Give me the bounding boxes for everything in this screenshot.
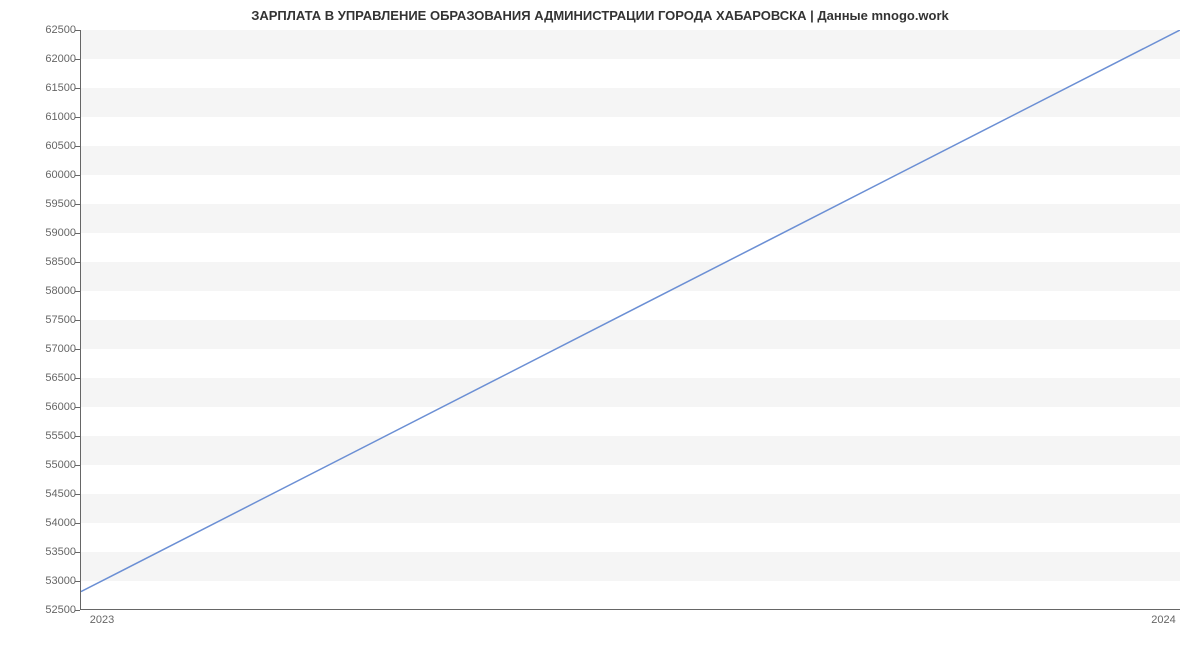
- y-tick-mark: [75, 30, 80, 31]
- y-tick-mark: [75, 262, 80, 263]
- grid-band: [81, 30, 1180, 59]
- y-tick-mark: [75, 117, 80, 118]
- y-tick-label: 59500: [16, 198, 76, 210]
- y-tick-mark: [75, 436, 80, 437]
- y-tick-label: 59000: [16, 227, 76, 239]
- y-tick-label: 57500: [16, 314, 76, 326]
- grid-band: [81, 262, 1180, 291]
- y-tick-label: 54000: [16, 517, 76, 529]
- y-tick-mark: [75, 552, 80, 553]
- y-tick-label: 62000: [16, 53, 76, 65]
- y-tick-label: 58500: [16, 256, 76, 268]
- grid-band: [81, 378, 1180, 407]
- y-tick-label: 60000: [16, 169, 76, 181]
- y-tick-label: 52500: [16, 604, 76, 616]
- x-tick-label: 2024: [1151, 614, 1175, 626]
- y-tick-label: 53500: [16, 546, 76, 558]
- y-tick-mark: [75, 610, 80, 611]
- y-tick-mark: [75, 88, 80, 89]
- y-tick-mark: [75, 581, 80, 582]
- y-tick-mark: [75, 378, 80, 379]
- grid-band: [81, 88, 1180, 117]
- y-tick-mark: [75, 349, 80, 350]
- y-tick-label: 61000: [16, 111, 76, 123]
- y-tick-mark: [75, 59, 80, 60]
- y-tick-label: 55500: [16, 430, 76, 442]
- grid-band: [81, 204, 1180, 233]
- y-tick-mark: [75, 291, 80, 292]
- y-tick-mark: [75, 204, 80, 205]
- y-tick-label: 56000: [16, 401, 76, 413]
- y-tick-label: 55000: [16, 459, 76, 471]
- y-tick-label: 62500: [16, 24, 76, 36]
- salary-line-chart: ЗАРПЛАТА В УПРАВЛЕНИЕ ОБРАЗОВАНИЯ АДМИНИ…: [0, 0, 1200, 650]
- grid-band: [81, 146, 1180, 175]
- y-tick-label: 58000: [16, 285, 76, 297]
- grid-band: [81, 552, 1180, 581]
- plot-area: [80, 30, 1180, 610]
- y-tick-label: 57000: [16, 343, 76, 355]
- x-tick-label: 2023: [90, 614, 114, 626]
- y-tick-label: 56500: [16, 372, 76, 384]
- grid-band: [81, 494, 1180, 523]
- y-tick-mark: [75, 407, 80, 408]
- y-tick-mark: [75, 175, 80, 176]
- y-tick-mark: [75, 465, 80, 466]
- grid-band: [81, 320, 1180, 349]
- y-tick-label: 53000: [16, 575, 76, 587]
- y-tick-label: 54500: [16, 488, 76, 500]
- y-tick-label: 60500: [16, 140, 76, 152]
- y-tick-mark: [75, 523, 80, 524]
- chart-title: ЗАРПЛАТА В УПРАВЛЕНИЕ ОБРАЗОВАНИЯ АДМИНИ…: [0, 8, 1200, 23]
- grid-band: [81, 436, 1180, 465]
- y-tick-mark: [75, 146, 80, 147]
- y-tick-mark: [75, 233, 80, 234]
- y-tick-label: 61500: [16, 82, 76, 94]
- y-tick-mark: [75, 320, 80, 321]
- y-tick-mark: [75, 494, 80, 495]
